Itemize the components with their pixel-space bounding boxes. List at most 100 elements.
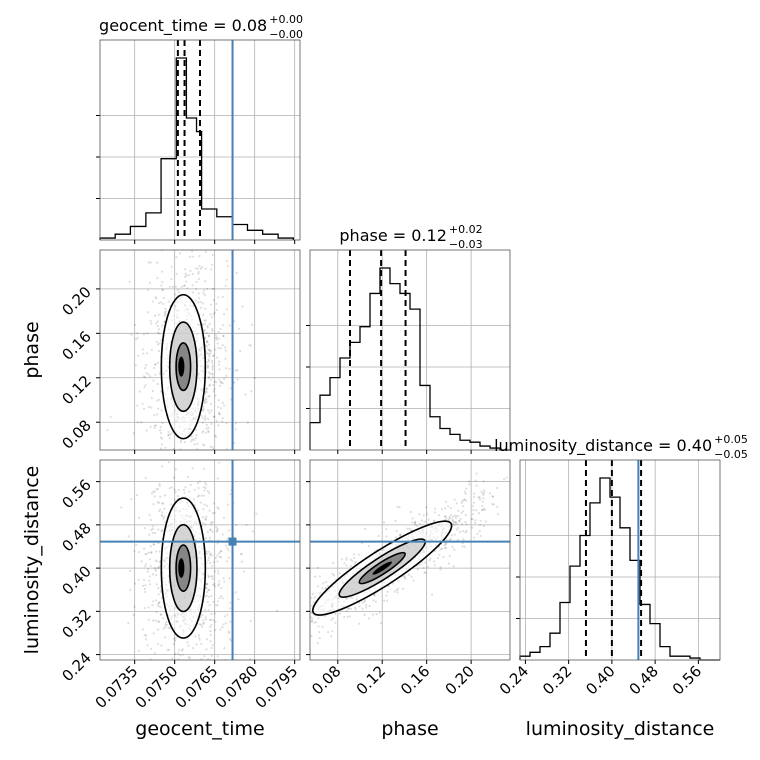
sample-point (210, 359, 214, 363)
sample-point (207, 417, 210, 420)
sample-point (138, 390, 141, 393)
sample-point (153, 566, 156, 569)
hist-outline (99, 57, 294, 240)
sample-point (159, 508, 162, 511)
sample-point (349, 558, 352, 561)
sample-point (193, 477, 195, 479)
x-axis-label: luminosity_distance (526, 718, 715, 740)
hist-bar (360, 327, 370, 450)
sample-point (174, 653, 177, 656)
panel-frame (519, 459, 721, 661)
hist-outline (309, 267, 510, 451)
sample-point (225, 278, 228, 281)
sample-point (492, 503, 495, 506)
sample-point (214, 454, 216, 456)
sample-point (213, 388, 216, 391)
sample-point (198, 466, 200, 468)
sample-point (462, 510, 465, 513)
sample-point (307, 583, 309, 585)
sample-point (472, 501, 475, 504)
sample-point (450, 513, 453, 517)
sample-point (157, 328, 161, 331)
sample-point (249, 658, 252, 660)
sample-point (221, 666, 223, 668)
sample-point (223, 502, 225, 504)
sample-point (423, 571, 426, 574)
sample-point (265, 620, 267, 622)
sample-point (216, 560, 219, 563)
sample-point (160, 454, 162, 456)
sample-point (129, 588, 132, 591)
sample-point (208, 536, 211, 539)
hist-bar (650, 624, 660, 660)
sample-point (178, 291, 181, 294)
sample-point (202, 518, 204, 520)
sample-point (205, 390, 208, 394)
sample-point (218, 555, 221, 558)
sample-point (351, 559, 354, 562)
sample-point (211, 366, 214, 369)
sample-point (206, 365, 210, 368)
sample-point (197, 270, 200, 274)
sample-point (218, 411, 221, 414)
sample-point (527, 479, 529, 481)
sample-point (214, 394, 217, 397)
sample-point (218, 597, 221, 600)
sample-point (471, 505, 474, 508)
sample-point (156, 560, 159, 563)
sample-point (205, 582, 208, 585)
sample-point (228, 324, 231, 327)
sample-point (483, 491, 486, 494)
sample-point (397, 580, 400, 583)
sample-point (204, 481, 207, 485)
sample-point (218, 461, 221, 464)
sample-point (186, 475, 190, 478)
sample-point (202, 430, 205, 433)
sample-point (173, 488, 176, 491)
sample-point (152, 632, 155, 635)
hist-bar (350, 342, 360, 450)
sample-point (205, 387, 209, 390)
sample-point (310, 604, 313, 607)
sample-point (217, 296, 220, 299)
sample-point (228, 556, 231, 559)
sample-point (198, 494, 201, 497)
sample-point (214, 620, 217, 623)
sample-point (157, 620, 160, 623)
x-tick-label: 0.0795 (252, 662, 302, 712)
sample-point (314, 621, 318, 624)
sample-point (209, 528, 212, 531)
sample-point (296, 616, 298, 618)
sample-point (463, 490, 466, 493)
hist-bar (370, 293, 380, 450)
sample-point (222, 516, 226, 519)
sample-point (331, 572, 334, 576)
sample-point (156, 501, 159, 504)
sample-point (296, 620, 298, 622)
sample-point (345, 610, 348, 613)
sample-point (172, 448, 176, 450)
sample-point (171, 482, 173, 484)
sample-point (155, 573, 158, 577)
sample-point (262, 637, 264, 639)
sample-point (200, 494, 203, 497)
sample-point (479, 519, 482, 522)
sample-point (142, 628, 145, 631)
y-axis-label: phase (21, 321, 43, 378)
sample-point (440, 508, 444, 511)
sample-point (217, 569, 220, 573)
sample-point (159, 495, 162, 498)
sample-point (311, 617, 314, 620)
sample-point (203, 400, 207, 403)
sample-point (194, 635, 197, 638)
sample-point (203, 418, 206, 421)
sample-point (334, 612, 337, 616)
sample-point (167, 300, 170, 303)
sample-point (135, 543, 138, 546)
sample-point (465, 529, 468, 533)
sample-point (147, 373, 150, 376)
sample-point (149, 425, 152, 428)
sample-point (196, 495, 199, 498)
sample-point (463, 545, 466, 548)
sample-point (310, 616, 312, 619)
